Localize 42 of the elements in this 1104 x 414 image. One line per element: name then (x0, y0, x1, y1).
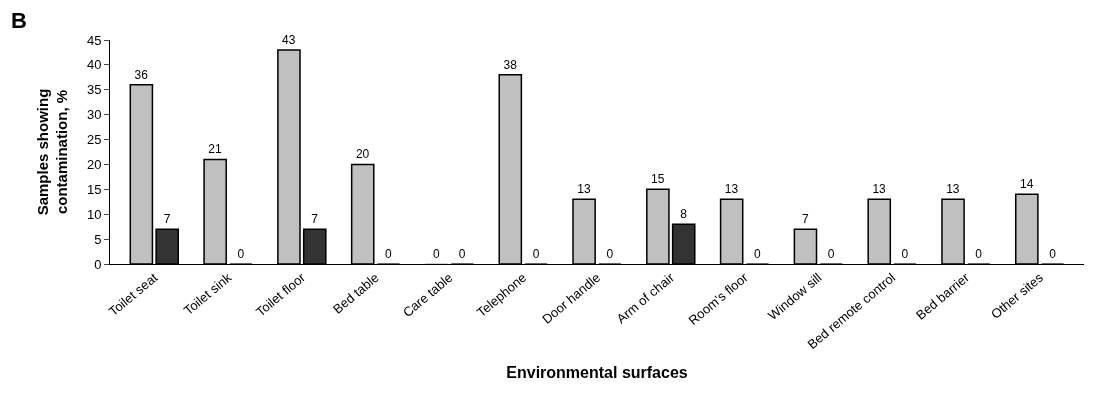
x-tick-label: Care table (399, 269, 456, 320)
y-tick-label: 25 (86, 132, 102, 148)
x-tick-label: Bed table (330, 269, 382, 317)
data-label: 13 (946, 182, 960, 197)
y-tick-label: 5 (94, 231, 102, 247)
data-label: 0 (385, 247, 393, 261)
data-label: 0 (532, 247, 540, 261)
data-label: 8 (680, 207, 688, 222)
data-label: 20 (355, 147, 370, 162)
data-label: 15 (651, 172, 665, 187)
data-label: 0 (458, 247, 466, 261)
data-label: 0 (1049, 247, 1057, 261)
data-label: 7 (801, 212, 809, 227)
data-label: 13 (724, 182, 739, 197)
data-label: 13 (577, 182, 591, 197)
data-label: 0 (901, 247, 909, 261)
y-tick-label: 40 (86, 57, 102, 73)
data-label: 7 (163, 212, 171, 227)
data-label: 7 (311, 212, 319, 227)
x-tick-label: Arm of chair (613, 269, 678, 327)
y-tick-label: 20 (86, 156, 102, 172)
y-tick-label: 30 (86, 107, 102, 123)
data-label: 0 (975, 247, 983, 261)
data-label: 43 (282, 32, 296, 47)
data-label: 0 (237, 247, 245, 261)
y-tick-label: 15 (86, 181, 102, 197)
data-label: 0 (753, 247, 761, 261)
y-tick-label: 45 (86, 32, 102, 48)
data-label: 13 (872, 182, 887, 197)
y-axis-title: Samples showing contamination, % (33, 88, 71, 216)
data-label: 38 (503, 57, 518, 72)
data-label: 14 (1019, 177, 1034, 192)
y-tick-label: 0 (94, 256, 102, 272)
y-tick-label: 10 (86, 206, 102, 222)
y-tick-label: 35 (86, 82, 102, 98)
data-label: 36 (134, 67, 149, 82)
x-axis-title: Environmental surfaces (506, 363, 688, 381)
data-label: 0 (433, 247, 441, 261)
data-label: 0 (827, 247, 835, 261)
data-label: 21 (208, 142, 222, 157)
chart-title: B (11, 7, 27, 33)
data-label: 0 (606, 247, 614, 261)
